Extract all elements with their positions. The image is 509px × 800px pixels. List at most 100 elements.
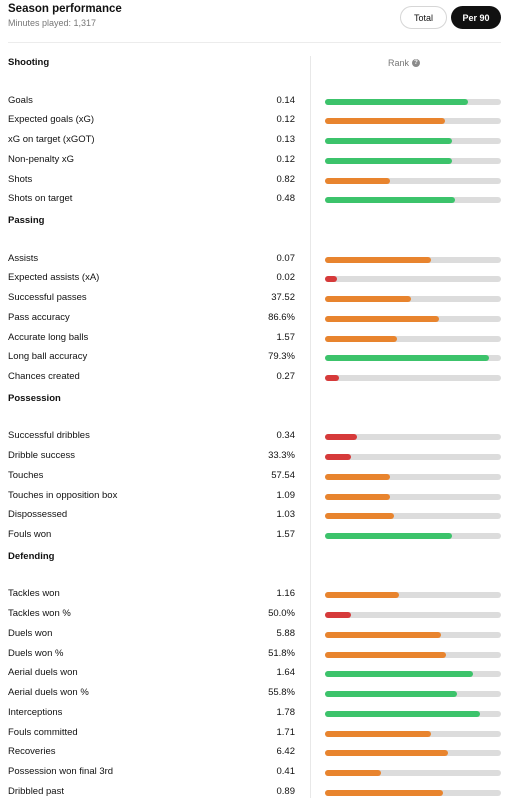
- rank-bar-fill: [325, 651, 447, 658]
- stat-row: Duels won 5.88: [0, 625, 509, 645]
- rank-bar-track: [325, 355, 501, 362]
- stat-row: Assists 0.07: [0, 250, 509, 270]
- stat-label: Accurate long balls: [8, 331, 89, 343]
- rank-bar-fill: [325, 671, 473, 678]
- stat-label: Non-penalty xG: [8, 153, 75, 165]
- stat-value: 1.09: [276, 489, 296, 501]
- rank-bar-fill: [325, 375, 340, 381]
- stat-row: Interceptions 1.78: [0, 704, 509, 724]
- stat-label: Shots on target: [8, 193, 73, 205]
- stat-row: Fouls committed 1.71: [0, 724, 509, 744]
- stat-label: Tackles won %: [8, 608, 71, 619]
- toggle-per90-button[interactable]: Per 90: [451, 6, 501, 29]
- rank-bar-fill: [325, 197, 456, 204]
- stat-label: Touches: [8, 469, 44, 481]
- rank-bar-fill: [325, 770, 382, 776]
- rank-bar-fill: [325, 177, 391, 184]
- rank-bar-track: [325, 118, 501, 125]
- stat-label: Fouls committed: [8, 726, 78, 738]
- stat-value: 57.54: [271, 469, 295, 481]
- stat-label: Successful passes: [8, 292, 87, 303]
- stat-row: Shots on target 0.48: [0, 190, 509, 210]
- rank-bar-fill: [325, 138, 452, 144]
- minutes-played-subtitle: Minutes played: 1,317: [8, 18, 97, 28]
- stat-value: 1.03: [276, 509, 296, 521]
- stat-row: Fouls won 1.57: [0, 526, 509, 546]
- stat-value: 79.3%: [268, 351, 295, 363]
- stat-row: Goals 0.14: [0, 92, 509, 112]
- rank-bar-fill: [325, 710, 480, 717]
- stat-label: Fouls won: [8, 529, 52, 540]
- rank-bar-track: [325, 750, 501, 757]
- rank-bar-track: [325, 375, 501, 381]
- rank-bar-fill: [325, 276, 338, 283]
- page-title: Season performance: [8, 3, 122, 15]
- help-icon[interactable]: ?: [412, 59, 421, 67]
- stat-value: 0.13: [276, 134, 296, 145]
- rank-bar-fill: [325, 750, 449, 757]
- stat-label: Dispossessed: [8, 509, 68, 521]
- stat-row: Duels won % 51.8%: [0, 645, 509, 665]
- stat-label: Expected assists (xA): [8, 272, 100, 284]
- stat-row: Tackles won 1.16: [0, 585, 509, 605]
- rank-bar-fill: [325, 454, 352, 460]
- rank-bar-track: [325, 473, 501, 480]
- stat-value: 1.78: [276, 706, 296, 718]
- stat-value: 0.82: [276, 173, 296, 185]
- stat-label: Successful dribbles: [8, 430, 90, 442]
- rank-bar-track: [325, 493, 501, 500]
- rank-bar-track: [325, 197, 501, 204]
- stat-value: 51.8%: [268, 647, 295, 659]
- stat-label: Aerial duels won %: [8, 687, 89, 698]
- stat-value: 5.88: [276, 627, 296, 639]
- stat-row: Dispossessed 1.03: [0, 506, 509, 526]
- stat-row: Non-penalty xG 0.12: [0, 151, 509, 171]
- stat-value: 0.27: [276, 371, 296, 382]
- rank-bar-fill: [325, 631, 442, 638]
- stat-row: Successful passes 37.52: [0, 289, 509, 309]
- stat-value: 37.52: [271, 292, 295, 303]
- stat-row: Touches 57.54: [0, 467, 509, 487]
- stat-label: Expected goals (xG): [8, 114, 95, 126]
- section-title: Passing: [8, 215, 45, 226]
- stat-row: Aerial duels won 1.64: [0, 664, 509, 684]
- stat-row: Accurate long balls 1.57: [0, 329, 509, 349]
- rank-bar-track: [325, 612, 501, 618]
- rank-bar-fill: [325, 691, 457, 697]
- rank-bar-fill: [325, 335, 398, 342]
- stat-label: Dribble success: [8, 450, 76, 461]
- stat-label: Long ball accuracy: [8, 351, 88, 363]
- toggle-total-button[interactable]: Total: [400, 6, 447, 29]
- rank-bar-track: [325, 157, 501, 164]
- rank-bar-fill: [325, 355, 489, 362]
- rank-bar-track: [325, 631, 501, 638]
- rank-bar-fill: [325, 789, 443, 796]
- rank-bar-track: [325, 335, 501, 342]
- season-performance-header: Season performance Minutes played: 1,317…: [8, 3, 501, 33]
- stat-row: Expected goals (xG) 0.12: [0, 111, 509, 131]
- rank-bar-fill: [325, 730, 431, 737]
- rank-label: Rank: [388, 58, 410, 68]
- rank-bar-track: [325, 651, 501, 658]
- stat-label: Dribbled past: [8, 785, 64, 797]
- rank-bar-fill: [325, 98, 468, 105]
- stat-label: Touches in opposition box: [8, 489, 118, 501]
- rank-bar-track: [325, 730, 501, 737]
- rank-column-header: Rank?: [388, 58, 421, 68]
- stat-row: Successful dribbles 0.34: [0, 427, 509, 447]
- stat-value: 0.41: [276, 766, 296, 777]
- stat-value: 1.16: [276, 588, 296, 600]
- rank-bar-fill: [325, 256, 431, 263]
- rank-bar-track: [325, 691, 501, 697]
- stat-row: Touches in opposition box 1.09: [0, 487, 509, 507]
- column-divider: [310, 56, 311, 798]
- section-title: Defending: [8, 550, 55, 562]
- stat-value: 33.3%: [268, 450, 295, 461]
- stat-value: 0.12: [276, 114, 296, 126]
- stat-label: Aerial duels won: [8, 667, 78, 679]
- rank-bar-track: [325, 454, 501, 460]
- rank-bar-track: [325, 296, 501, 302]
- stat-row: Shots 0.82: [0, 171, 509, 191]
- stat-label: Possession won final 3rd: [8, 766, 114, 777]
- header-divider: [8, 42, 501, 43]
